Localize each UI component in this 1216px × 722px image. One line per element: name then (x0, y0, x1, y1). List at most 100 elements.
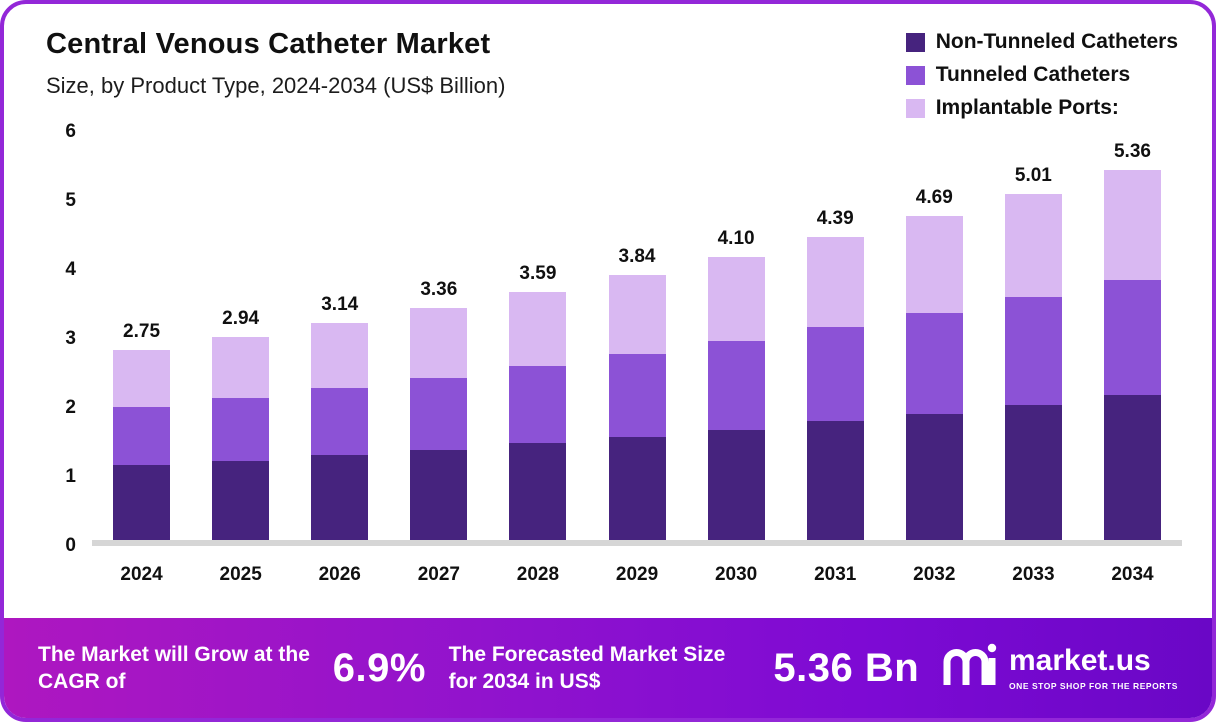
legend-item: Implantable Ports: (905, 96, 1178, 120)
bar-segment (410, 308, 468, 378)
y-axis: 0 1 2 3 4 5 6 (44, 121, 92, 556)
x-axis-label: 2032 (913, 564, 956, 585)
footer-banner: The Market will Grow at the CAGR of 6.9%… (4, 618, 1212, 718)
bar-column: 3.59 (488, 263, 587, 540)
bar-column: 3.14 (290, 294, 389, 540)
stacked-bar (1103, 170, 1161, 540)
bar-total-label: 5.36 (1113, 141, 1151, 163)
bar-total-label: 3.36 (420, 279, 458, 301)
y-tick-label: 3 (65, 328, 76, 349)
x-axis-labels: 2024 2025 2026 2027 2028 2029 2030 2031 2032 2033… (92, 546, 1182, 586)
x-axis-label: 2029 (615, 564, 659, 585)
bar-segment (212, 460, 270, 540)
brand-text: market.us ONE STOP SHOP FOR THE REPORTS (1008, 645, 1178, 691)
bar-segment (509, 366, 567, 444)
bar-segment (311, 455, 369, 540)
x-axis-label: 2027 (417, 564, 460, 585)
bar-column: 3.36 (389, 279, 488, 540)
bar-column: 2.75 (92, 321, 191, 540)
bar-segment (806, 421, 864, 540)
bar-segment (608, 353, 666, 437)
bar-total-label: 4.69 (915, 187, 953, 209)
bar-segment (113, 465, 171, 540)
stacked-bar (113, 350, 171, 540)
y-tick-label: 2 (65, 397, 76, 418)
x-axis-label: 2025 (219, 564, 262, 585)
bar-segment (806, 326, 864, 422)
legend-item: Tunneled Catheters (905, 63, 1178, 87)
stacked-bar (608, 275, 666, 540)
bar-segment (905, 413, 963, 540)
bar-segment (806, 237, 864, 327)
x-axis-label: 2028 (516, 564, 560, 585)
forecast-value: 5.36 Bn (773, 645, 920, 690)
chart-legend: Non-Tunneled Catheters Tunneled Catheters… (905, 28, 1178, 120)
bar-segment (509, 292, 567, 367)
y-tick-label: 5 (65, 190, 76, 211)
stacked-bar (806, 237, 864, 540)
bar-total-label: 3.59 (519, 263, 557, 285)
stacked-bar (1004, 194, 1062, 540)
bar-column: 4.39 (786, 208, 885, 540)
bar-column: 5.36 (1083, 141, 1182, 540)
x-axis-label: 2033 (1012, 564, 1055, 585)
cagr-value: 6.9% (332, 645, 426, 690)
bar-segment (707, 341, 765, 430)
cagr-caption: The Market will Grow at the CAGR of (38, 642, 310, 693)
legend-item: Non-Tunneled Catheters (905, 30, 1178, 54)
bar-segment (410, 377, 468, 450)
forecast-caption: The Forecasted Market Size for 2034 in U… (448, 642, 726, 693)
bar-segment (410, 449, 468, 540)
bar-segment (1004, 194, 1062, 298)
brand-tagline: ONE STOP SHOP FOR THE REPORTS (1008, 680, 1178, 691)
bars-container: 2.75 2.94 3.14 3.36 3.59 3.84 4.10 4.39 4.69 5.01… (92, 132, 1182, 540)
bar-segment (311, 323, 369, 389)
bar-segment (1103, 395, 1161, 540)
y-tick-label: 4 (65, 259, 76, 280)
stacked-bar (707, 257, 765, 540)
y-tick-label: 0 (65, 535, 76, 556)
bar-segment (212, 337, 270, 398)
bar-column: 4.69 (885, 187, 984, 540)
legend-swatch (905, 98, 925, 118)
brand-block: market.us ONE STOP SHOP FOR THE REPORTS (942, 643, 1178, 694)
bar-total-label: 2.75 (123, 321, 161, 343)
bar-total-label: 4.10 (717, 228, 755, 250)
legend-label: Non-Tunneled Catheters (935, 30, 1178, 53)
chart-header: Central Venous Catheter Market Size, by … (4, 4, 1212, 124)
bar-total-label: 3.84 (618, 246, 656, 268)
y-tick-label: 6 (65, 121, 76, 142)
legend-label: Tunneled Catheters (935, 63, 1131, 86)
stacked-bar (905, 216, 963, 540)
market-us-logo-icon (942, 643, 998, 694)
bar-segment (1103, 170, 1161, 280)
bar-segment (905, 313, 963, 414)
x-axis-label: 2024 (120, 564, 163, 585)
bar-segment (311, 388, 369, 456)
plot-background: 2.75 2.94 3.14 3.36 3.59 3.84 4.10 4.39 4.69 5.01… (92, 132, 1182, 546)
bar-segment (1103, 279, 1161, 396)
legend-label: Implantable Ports: (935, 96, 1119, 119)
bar-segment (113, 406, 171, 466)
bar-segment (1004, 404, 1062, 540)
chart-area: 0 1 2 3 4 5 6 2.75 2.94 3.14 3.36 3.59 3.84 4.10 4.39… (4, 121, 1212, 586)
stacked-bar (212, 337, 270, 540)
stacked-bar (509, 292, 567, 540)
stacked-bar (410, 308, 468, 540)
bar-segment (905, 216, 963, 313)
legend-swatch (905, 32, 925, 52)
bar-total-label: 3.14 (321, 294, 359, 316)
x-axis-label: 2034 (1111, 564, 1154, 585)
y-tick-label: 1 (65, 466, 76, 487)
bar-segment (707, 429, 765, 540)
chart-title: Central Venous Catheter Market (46, 28, 491, 60)
x-axis-label: 2026 (318, 564, 361, 585)
bar-segment (707, 257, 765, 342)
bar-segment (212, 397, 270, 461)
stacked-bar (311, 323, 369, 540)
chart-subtitle: Size, by Product Type, 2024-2034 (US$ Bi… (46, 73, 506, 98)
bar-column: 5.01 (984, 165, 1083, 540)
bar-total-label: 2.94 (222, 308, 260, 330)
bar-segment (1004, 297, 1062, 405)
